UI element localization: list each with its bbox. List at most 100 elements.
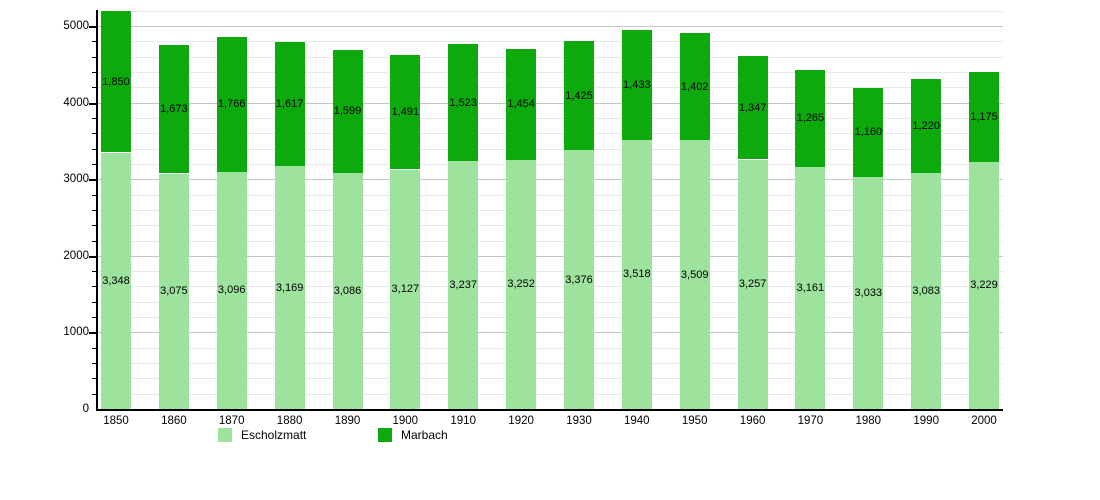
minor-gridline-1800: [98, 271, 1003, 273]
y-tick-2000: [89, 255, 97, 258]
x-axis-label-1900: 1900: [392, 415, 419, 427]
x-axis-label-1960: 1960: [739, 415, 766, 427]
bar-value-escholzmatt-1860: 3,075: [160, 285, 188, 298]
bar-segment-marbach-1870: [216, 36, 247, 172]
legend-item-escholzmatt: Escholzmatt: [218, 428, 306, 442]
bar-value-escholzmatt-1870: 3,096: [217, 284, 246, 297]
bar-segment-marbach-2000: [969, 71, 999, 162]
legend-swatch-escholzmatt: [218, 428, 232, 442]
bar-value-marbach-1970: 1,265: [796, 112, 825, 125]
bar-value-marbach-1880: 1,617: [275, 98, 304, 111]
bar-value-escholzmatt-1920: 3,252: [507, 278, 535, 291]
bar-segment-escholzmatt-1930: [564, 150, 594, 409]
x-axis-label-1970: 1970: [797, 415, 824, 427]
bar-value-marbach-1910: 1,523: [449, 96, 477, 109]
bar-segment-marbach-1980: [853, 87, 884, 177]
bar-segment-escholzmatt-1970: [795, 166, 826, 409]
major-gridline-3000: [98, 179, 1003, 181]
y-tick-3000: [89, 179, 97, 182]
bar-segment-escholzmatt-1990: [911, 172, 942, 409]
bar-segment-marbach-1880: [274, 42, 305, 167]
y-axis-label-3000: 3000: [63, 173, 89, 186]
minor-gridline-3800: [98, 117, 1003, 119]
bar-value-marbach-1980: 1,160: [854, 126, 883, 139]
bar-value-marbach-1920: 1,454: [507, 98, 535, 111]
minor-gridline-4800: [98, 41, 1003, 43]
x-axis-label-1920: 1920: [508, 415, 534, 427]
x-axis-label-1880: 1880: [276, 415, 303, 427]
bar-segment-escholzmatt-1950: [679, 140, 710, 409]
minor-gridline-1600: [98, 286, 1003, 288]
y-tick-4000: [89, 102, 97, 105]
bar-segment-marbach-1860: [158, 45, 189, 174]
y-tick-5000: [89, 26, 97, 28]
bar-value-escholzmatt-1950: 3,509: [680, 268, 709, 281]
bar-value-escholzmatt-1960: 3,257: [738, 278, 767, 291]
bar-segment-marbach-1960: [737, 56, 768, 160]
minor-gridline-3200: [98, 163, 1003, 165]
bar-segment-marbach-1850: [101, 10, 131, 153]
y-axis-label-4000: 4000: [63, 96, 89, 109]
bar-value-escholzmatt-1940: 3,518: [623, 268, 651, 281]
bar-value-marbach-1890: 1,599: [333, 105, 362, 118]
legend-label-escholzmatt: Escholzmatt: [241, 428, 307, 442]
bar-value-escholzmatt-1930: 3,376: [565, 273, 593, 286]
bar-segment-marbach-1900: [390, 55, 421, 170]
y-tick-3800: [92, 117, 97, 119]
y-tick-2400: [92, 225, 97, 227]
minor-gridline-200: [98, 393, 1003, 395]
y-tick-4200: [92, 87, 97, 89]
major-gridline-4000: [98, 102, 1003, 104]
bar-value-escholzmatt-1900: 3,127: [391, 283, 420, 296]
bar-value-escholzmatt-1880: 3,169: [275, 281, 304, 294]
minor-gridline-1200: [98, 317, 1003, 319]
y-tick-4400: [92, 72, 97, 73]
y-tick-3200: [92, 163, 97, 165]
bar-value-marbach-1950: 1,402: [680, 80, 709, 93]
y-tick-800: [92, 347, 97, 349]
bar-segment-escholzmatt-1960: [737, 159, 768, 409]
bar-value-marbach-1990: 1,220: [912, 120, 940, 133]
bar-segment-escholzmatt-1940: [621, 139, 652, 409]
x-axis-label-1990: 1990: [913, 415, 939, 427]
legend: Escholzmatt Marbach: [0, 428, 1100, 448]
y-tick-1800: [92, 271, 97, 273]
bar-segment-marbach-1950: [679, 32, 710, 141]
bar-segment-marbach-1930: [564, 41, 594, 151]
minor-gridline-2200: [98, 240, 1003, 242]
y-tick-1400: [92, 301, 97, 303]
minor-gridline-1400: [98, 301, 1003, 303]
x-axis-label-2000: 2000: [971, 415, 997, 427]
bar-value-marbach-1960: 1,347: [738, 101, 767, 114]
bar-segment-escholzmatt-1880: [274, 166, 305, 409]
major-gridline-1000: [98, 332, 1003, 334]
x-axis-label-1930: 1930: [566, 415, 592, 427]
minor-gridline-4200: [98, 87, 1003, 89]
y-tick-2600: [92, 209, 97, 211]
bar-value-marbach-1850: 1,850: [102, 75, 130, 88]
legend-item-marbach: Marbach: [378, 428, 448, 442]
bar-segment-marbach-1940: [621, 29, 652, 140]
bar-value-marbach-1930: 1,425: [565, 89, 593, 102]
bar-segment-escholzmatt-1870: [216, 171, 247, 409]
minor-gridline-4600: [98, 56, 1003, 58]
bar-segment-escholzmatt-2000: [969, 161, 999, 409]
y-tick-600: [92, 363, 97, 364]
y-tick-200: [92, 393, 97, 395]
y-tick-1200: [92, 317, 97, 319]
y-axis-label-0: 0: [82, 403, 89, 415]
y-tick-1000: [89, 332, 97, 335]
y-tick-1600: [92, 286, 97, 288]
x-axis-label-1940: 1940: [624, 415, 650, 427]
bar-segment-marbach-1910: [448, 44, 479, 162]
bar-value-escholzmatt-1890: 3,086: [333, 284, 362, 297]
bar-value-marbach-2000: 1,175: [970, 110, 998, 123]
y-axis-label-1000: 1000: [63, 326, 89, 339]
x-axis-label-1850: 1850: [103, 415, 129, 427]
minor-gridline-800: [98, 347, 1003, 349]
bar-segment-escholzmatt-1890: [332, 172, 363, 409]
x-axis-label-1910: 1910: [450, 415, 476, 427]
y-tick-4800: [92, 41, 97, 43]
legend-swatch-marbach: [378, 428, 392, 442]
